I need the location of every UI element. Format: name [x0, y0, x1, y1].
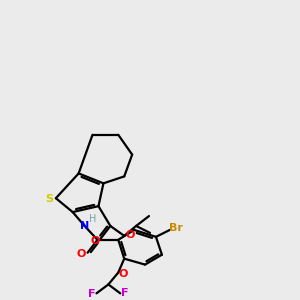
Text: S: S: [45, 194, 53, 204]
Text: O: O: [91, 236, 100, 246]
Text: Br: Br: [169, 223, 183, 233]
Text: N: N: [80, 221, 89, 231]
Text: O: O: [118, 268, 128, 278]
Text: O: O: [125, 230, 135, 240]
Text: O: O: [77, 249, 86, 259]
Text: H: H: [89, 214, 96, 224]
Text: F: F: [122, 288, 129, 298]
Text: F: F: [88, 289, 95, 299]
